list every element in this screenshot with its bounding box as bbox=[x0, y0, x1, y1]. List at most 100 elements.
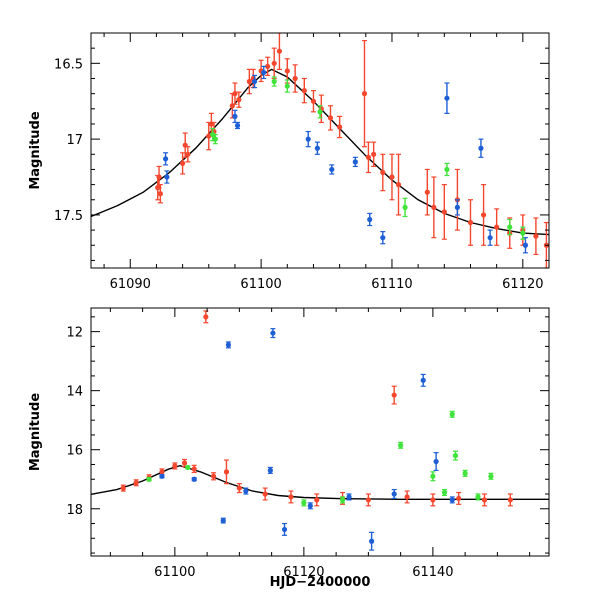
data-point bbox=[441, 209, 447, 215]
data-point bbox=[157, 191, 163, 197]
x-tick-label: 61140 bbox=[412, 565, 453, 580]
series-blue bbox=[162, 65, 529, 254]
data-point bbox=[365, 497, 371, 503]
series-blue bbox=[159, 328, 455, 551]
y-tick-label: 18 bbox=[66, 503, 83, 518]
x-tick-label: 61100 bbox=[154, 565, 195, 580]
y-axis-title: Magnitude bbox=[28, 111, 43, 190]
x-tick-label: 61100 bbox=[240, 277, 281, 292]
data-point bbox=[301, 88, 307, 94]
data-point bbox=[159, 473, 165, 479]
data-point bbox=[223, 469, 230, 475]
plot-area bbox=[91, 33, 549, 268]
data-point bbox=[404, 494, 410, 500]
data-point bbox=[488, 473, 494, 479]
data-point bbox=[307, 503, 313, 509]
data-point bbox=[232, 113, 238, 119]
data-point bbox=[431, 204, 437, 210]
data-point bbox=[441, 489, 448, 496]
series-green bbox=[146, 410, 494, 507]
data-point bbox=[191, 466, 197, 472]
data-point bbox=[284, 83, 290, 89]
data-point bbox=[520, 230, 526, 236]
data-point bbox=[337, 124, 343, 130]
x-tick-label: 61110 bbox=[371, 277, 412, 292]
data-point bbox=[246, 78, 252, 85]
data-point bbox=[339, 497, 346, 503]
data-point bbox=[522, 242, 529, 248]
data-point bbox=[314, 145, 320, 151]
data-point bbox=[164, 174, 170, 180]
data-point bbox=[310, 98, 317, 104]
data-point bbox=[402, 204, 408, 210]
data-point bbox=[456, 495, 462, 502]
data-point bbox=[420, 377, 426, 383]
data-point bbox=[288, 494, 294, 500]
data-point bbox=[301, 500, 307, 506]
data-point bbox=[444, 95, 450, 101]
y-axis-title: Magnitude bbox=[28, 393, 43, 472]
data-point bbox=[292, 75, 298, 82]
data-point bbox=[305, 136, 311, 142]
data-point bbox=[220, 517, 226, 524]
data-point bbox=[533, 233, 539, 239]
y-tick-label: 17.5 bbox=[54, 209, 83, 224]
y-tick-label: 16.5 bbox=[54, 57, 83, 72]
y-axis: 12 14 16 18 bbox=[66, 316, 549, 554]
data-point bbox=[262, 491, 268, 497]
data-point bbox=[449, 497, 455, 503]
data-point bbox=[507, 497, 513, 503]
data-point bbox=[146, 476, 152, 482]
series-red bbox=[120, 310, 513, 507]
data-point bbox=[251, 78, 258, 85]
plot-frame bbox=[90, 307, 550, 557]
y-tick-label: 12 bbox=[66, 326, 83, 341]
data-point bbox=[210, 131, 216, 138]
data-point bbox=[212, 136, 218, 142]
data-point bbox=[365, 154, 372, 160]
x-tick-label: 61090 bbox=[110, 277, 151, 292]
data-point bbox=[346, 494, 352, 500]
plot-area bbox=[91, 310, 549, 551]
data-point bbox=[389, 174, 395, 180]
data-point bbox=[210, 473, 217, 479]
data-point bbox=[478, 145, 484, 151]
data-point bbox=[449, 411, 455, 417]
data-point bbox=[281, 526, 288, 533]
data-point bbox=[361, 91, 368, 97]
y-tick-label: 17 bbox=[66, 133, 83, 148]
data-point bbox=[225, 342, 231, 348]
data-point bbox=[507, 224, 513, 230]
data-point bbox=[391, 392, 397, 398]
y-axis: 16.5 17 17.5 bbox=[54, 32, 549, 261]
data-point bbox=[433, 458, 439, 465]
series-green bbox=[210, 76, 526, 240]
data-point bbox=[162, 156, 169, 162]
data-point bbox=[430, 497, 436, 503]
x-axis: 61090 61100 61110 61120 bbox=[103, 33, 550, 292]
x-axis: 61100 61120 61140 bbox=[109, 308, 531, 580]
data-point bbox=[380, 235, 386, 241]
data-point bbox=[159, 469, 165, 475]
data-point bbox=[352, 159, 358, 165]
data-point bbox=[180, 160, 186, 166]
plot-frame bbox=[90, 32, 550, 269]
data-point bbox=[234, 122, 241, 129]
y-tick-label: 14 bbox=[66, 385, 83, 400]
data-point bbox=[329, 166, 335, 173]
data-point bbox=[314, 497, 320, 503]
data-point bbox=[317, 109, 323, 115]
data-point bbox=[185, 151, 191, 157]
data-point bbox=[391, 491, 397, 497]
data-point bbox=[467, 219, 474, 226]
data-point bbox=[371, 151, 377, 157]
y-tick-label: 16 bbox=[66, 444, 83, 459]
data-point bbox=[236, 97, 242, 103]
data-point bbox=[243, 488, 249, 494]
data-point bbox=[270, 330, 276, 336]
data-point bbox=[156, 174, 162, 180]
data-point bbox=[444, 166, 450, 173]
data-point bbox=[480, 212, 487, 218]
data-point bbox=[430, 473, 436, 479]
